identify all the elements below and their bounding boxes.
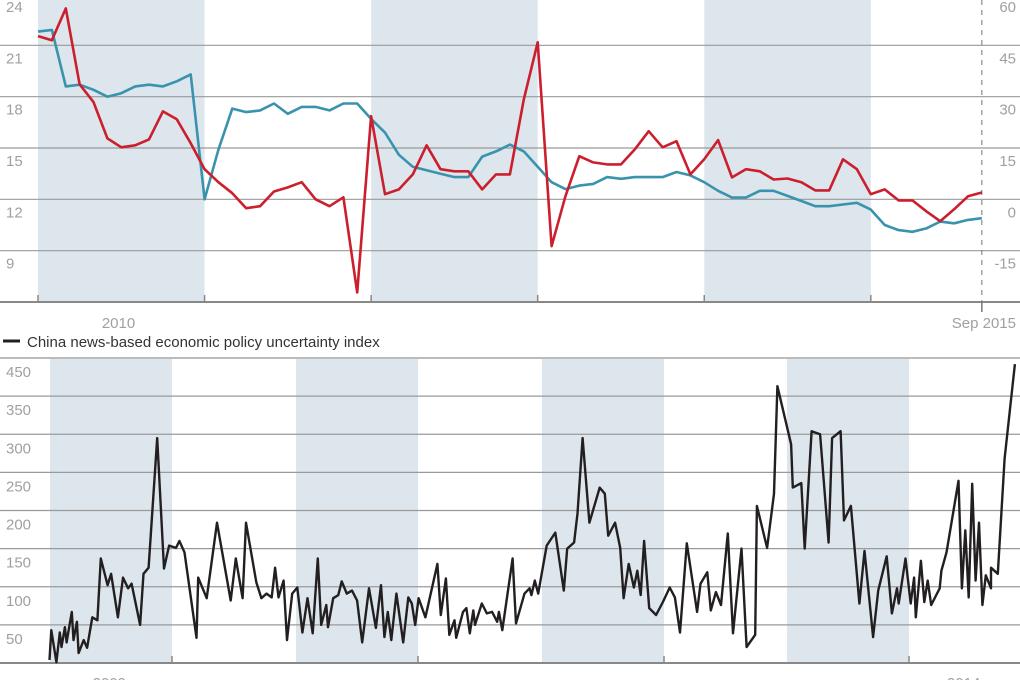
- left-axis-tick-label: 21: [6, 50, 23, 67]
- right-axis-tick-label: 15: [999, 153, 1016, 170]
- y-axis-tick-label: 100: [6, 593, 31, 610]
- top-chart-series: [37, 7, 983, 294]
- left-axis-tick-label: 24: [6, 0, 23, 16]
- blue-series-line: [37, 28, 982, 234]
- right-axis-tick-label: 30: [999, 102, 1016, 119]
- left-axis-tick-label: 12: [6, 204, 23, 221]
- uncertainty-index-line: [48, 363, 1017, 664]
- year-band: [371, 0, 538, 302]
- top-chart-axis-labels: 9 12 15 18 21 24 -15 0 15 30 45 60 2010 Sep 2015: [6, 0, 1016, 332]
- legend: China news-based economic policy uncerta…: [3, 334, 380, 351]
- right-axis-tick-label: 60: [999, 0, 1016, 16]
- top-chart-year-bands: [38, 0, 871, 302]
- top-chart-gridlines: [0, 0, 1020, 312]
- y-axis-tick-label: 50: [6, 631, 23, 648]
- bottom-chart-series: [48, 363, 1017, 664]
- y-axis-tick-label: 250: [6, 478, 31, 495]
- right-axis-tick-label: 45: [999, 50, 1016, 67]
- bottom-chart-axis-labels: 50 100 150 200 250 300 350 450 2009 2014: [6, 364, 980, 680]
- x-axis-tick-label: 2014: [947, 675, 980, 680]
- y-axis-tick-label: 150: [6, 555, 31, 572]
- red-series-line: [37, 7, 983, 294]
- left-axis-tick-label: 18: [6, 102, 23, 119]
- y-axis-tick-label: 300: [6, 440, 31, 457]
- x-axis-tick-label: 2010: [102, 315, 135, 332]
- y-axis-tick-label: 350: [6, 402, 31, 419]
- left-axis-tick-label: 9: [6, 256, 14, 273]
- y-axis-tick-label: 200: [6, 517, 31, 534]
- x-axis-tick-label: 2009: [93, 675, 126, 680]
- left-axis-tick-label: 15: [6, 153, 23, 170]
- year-band: [38, 0, 205, 302]
- bottom-chart-gridlines: [0, 357, 1020, 664]
- right-axis-tick-label: -15: [994, 256, 1016, 273]
- x-axis-tick-label: Sep 2015: [952, 315, 1016, 332]
- right-axis-tick-label: 0: [1008, 204, 1016, 221]
- y-axis-tick-label: 450: [6, 364, 31, 381]
- year-band: [704, 0, 871, 302]
- legend-label: China news-based economic policy uncerta…: [27, 334, 380, 351]
